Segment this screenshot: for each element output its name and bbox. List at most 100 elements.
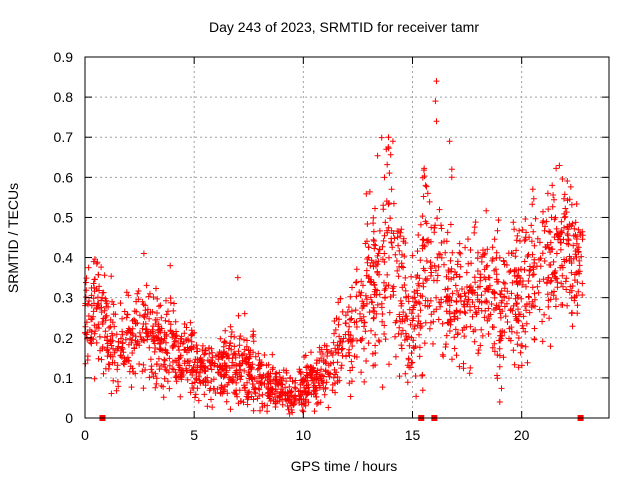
data-point [242,384,248,391]
data-point [324,349,331,356]
data-point [547,239,554,246]
data-point [85,264,92,271]
data-point [345,304,352,311]
data-point [489,344,496,351]
data-point [153,375,160,382]
data-point [106,361,113,368]
data-point [383,146,390,153]
data-point [545,275,552,281]
data-point [399,327,406,334]
data-point [443,308,450,315]
data-point [236,352,243,359]
data-point [111,359,118,366]
data-point [357,310,363,317]
data-point [240,399,247,406]
data-point [530,271,537,278]
data-point [427,319,434,326]
data-point [438,239,445,246]
data-point [511,361,518,368]
data-point [544,190,551,197]
data-point [552,303,559,310]
data-point [278,377,285,383]
data-point [408,350,415,357]
data-point [348,315,355,322]
data-point [417,257,424,264]
data-point [339,308,346,315]
data-point [437,303,444,310]
data-point [480,247,486,254]
data-point [553,275,560,282]
data-point [412,298,419,305]
data-point [200,377,207,384]
data-point [414,272,421,279]
data-point [135,288,142,294]
data-point [471,338,478,345]
data-point [244,379,251,386]
data-point [305,390,312,396]
data-point [568,310,575,317]
data-point [91,330,98,337]
data-point [411,294,418,301]
data-point [575,288,582,295]
data-point [419,371,426,378]
data-point [539,318,546,325]
data-point [156,303,162,310]
data-point [153,361,160,367]
data-point [506,335,512,342]
data-point [336,333,343,340]
data-point [453,271,460,278]
data-point [484,262,491,269]
data-point [439,320,446,327]
data-point [485,331,492,337]
data-point [500,258,507,265]
data-point [83,275,90,282]
data-point [433,306,440,313]
data-point [511,266,518,273]
axis-ticks [84,56,609,419]
data-point [332,326,339,333]
data-point [547,229,554,236]
data-point [525,278,532,284]
data-point [447,257,454,264]
data-point [367,294,374,301]
data-point [278,386,285,393]
data-point [330,374,337,381]
data-point [514,292,521,299]
data-point [287,402,293,409]
data-point [403,333,410,340]
data-point [529,272,536,278]
data-point [297,369,304,376]
data-point [110,377,117,384]
data-point [139,368,146,375]
data-point [276,393,283,400]
data-point [286,410,293,417]
data-point [361,345,367,352]
data-point [282,384,289,391]
data-point [525,251,532,258]
data-point [563,275,570,282]
data-point [161,357,168,364]
data-point [433,294,440,301]
data-point [105,303,112,310]
data-point [522,343,529,350]
data-point [514,329,520,336]
data-point [147,356,154,363]
data-point [503,262,510,268]
data-point [295,388,302,395]
data-point [550,192,557,198]
data-point [360,282,366,289]
data-point [370,362,377,369]
data-point [193,375,200,382]
data-point [411,325,418,332]
data-point [184,344,191,351]
data-point [96,287,102,294]
data-point [419,213,426,220]
data-point [86,298,92,304]
data-point [504,288,511,295]
x-tick-label: 5 [190,427,198,443]
data-point [365,244,372,251]
data-point [405,298,412,305]
data-point [408,310,415,317]
data-point [338,365,345,372]
